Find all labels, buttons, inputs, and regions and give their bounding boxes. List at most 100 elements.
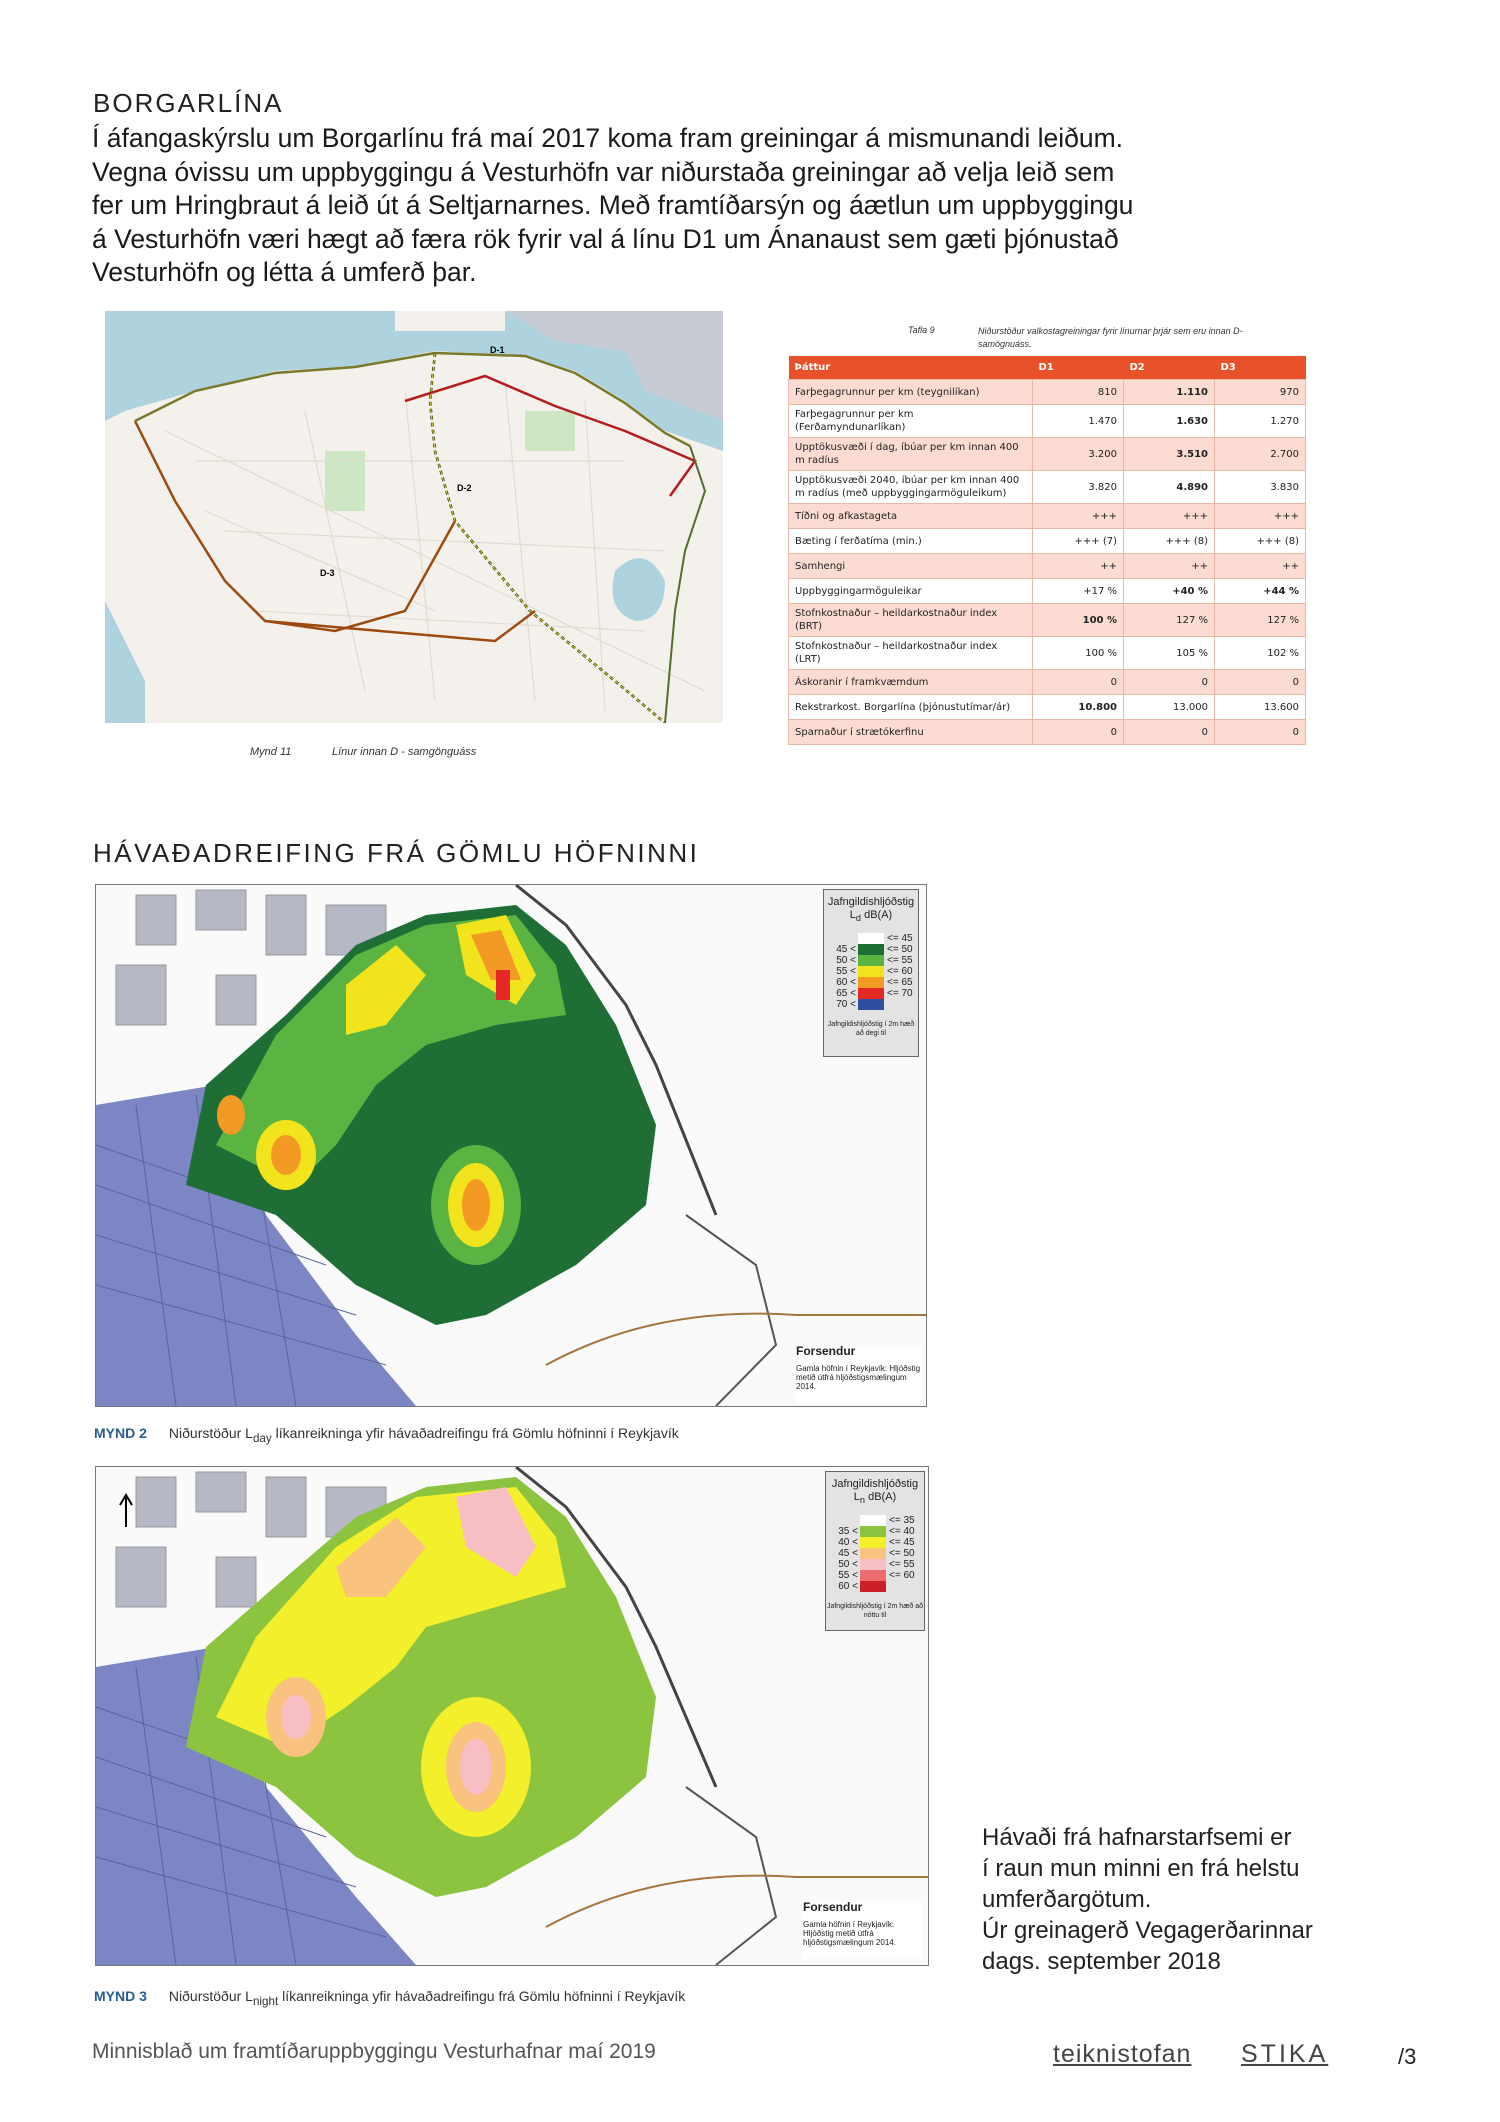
side-note-line: í raun mun minni en frá helstu	[982, 1855, 1300, 1882]
legend-upper: <= 55	[889, 1559, 915, 1571]
legend-swatch	[858, 966, 884, 978]
cell-d1: 810	[1032, 379, 1124, 405]
legend-swatch	[860, 1515, 886, 1527]
legend-rows: <= 35 35 < <= 40 40 < <= 45 45 < <= 50 50 < <= 5…	[826, 1515, 924, 1593]
cell-d1: ++	[1032, 553, 1124, 579]
legend-swatch	[858, 988, 884, 1000]
legend-swatch	[858, 933, 884, 945]
cell-d3: 970	[1214, 379, 1306, 405]
section-heading-borgarlina: BORGARLÍNA	[93, 88, 284, 118]
page-number: /3	[1398, 2044, 1417, 2069]
paragraph-line: á Vesturhöfn væri hægt að færa rök fyrir…	[92, 223, 1119, 254]
cell-d1: +17 %	[1032, 578, 1124, 604]
row-label: Samhengi	[788, 553, 1033, 579]
cell-d2: 127 %	[1123, 603, 1215, 637]
side-note-line: Hávaði frá hafnarstarfsemi er	[982, 1824, 1292, 1851]
legend-upper: <= 40	[889, 1526, 915, 1538]
legend-row: 40 < <= 45	[826, 1537, 924, 1549]
paragraph-line: fer um Hringbraut á leið út á Seltjarnar…	[92, 190, 1134, 220]
col-header-d3: D3	[1214, 356, 1306, 380]
map-caption-number: Mynd 11	[250, 746, 292, 758]
table-row: Samhengi ++ ++ ++	[788, 553, 1306, 579]
legend-swatch	[858, 977, 884, 989]
cell-d2: 105 %	[1123, 636, 1215, 670]
table-row: Farþegagrunnur per km (Ferðamyndunarlíka…	[788, 404, 1306, 438]
legend-lower: 60 <	[836, 977, 856, 989]
legend-swatch	[860, 1526, 886, 1538]
cell-d2: 13.000	[1123, 694, 1215, 720]
legend-upper: <= 65	[887, 977, 913, 989]
legend-lower: 35 <	[838, 1526, 858, 1538]
legend-lower: 60 <	[838, 1581, 858, 1593]
row-label: Tíðni og afkastageta	[788, 503, 1033, 529]
legend-unit: Ln dB(A)	[826, 1491, 924, 1507]
col-header-d1: D1	[1032, 356, 1124, 380]
evaluation-table: Þáttur D1 D2 D3 Farþegagrunnur per km (t…	[788, 356, 1306, 745]
caption-text: Niðurstöður L	[168, 1988, 253, 2004]
cell-d3: +++ (8)	[1214, 528, 1306, 554]
caption-sub: night	[252, 1994, 279, 2008]
cell-d3: 2.700	[1214, 437, 1306, 471]
table-row: Upptökusvæði í dag, íbúar per km innan 4…	[788, 437, 1306, 471]
table-header-row: Þáttur D1 D2 D3	[788, 356, 1306, 380]
side-note-line: Úr greinagerð Vegagerðarinnar	[982, 1917, 1313, 1944]
row-label: Stofnkostnaður – heildarkostnaður index …	[788, 603, 1033, 637]
legend-row: 70 <	[824, 999, 918, 1011]
caption-text: Niðurstöður L	[168, 1425, 253, 1441]
legend-swatch	[860, 1537, 886, 1549]
legend-upper: <= 35	[889, 1515, 915, 1527]
legend-row: 35 < <= 40	[826, 1526, 924, 1538]
cell-d1: 100 %	[1032, 603, 1124, 637]
cell-d2: ++	[1123, 553, 1215, 579]
cell-d2: +++ (8)	[1123, 528, 1215, 554]
mynd2-caption: MYND 2 Niðurstöður Lday líkanreikninga yf…	[94, 1425, 679, 1445]
cell-d3: 1.270	[1214, 404, 1306, 438]
row-label: Farþegagrunnur per km (Ferðamyndunarlíka…	[788, 404, 1033, 438]
cell-d3: 13.600	[1214, 694, 1306, 720]
legend-row: 45 < <= 50	[824, 944, 918, 956]
legend-upper: <= 45	[889, 1537, 915, 1549]
legend-row: 50 < <= 55	[824, 955, 918, 967]
table-row: Stofnkostnaður – heildarkostnaður index …	[788, 636, 1306, 670]
row-label: Upptökusvæði 2040, íbúar per km innan 40…	[788, 470, 1033, 504]
legend-lower: 65 <	[836, 988, 856, 1000]
paragraph-line: Vesturhöfn og létta á umferð þar.	[92, 257, 477, 287]
legend-upper: <= 50	[887, 944, 913, 956]
legend-row: 55 < <= 60	[826, 1570, 924, 1582]
cell-d1: +++ (7)	[1032, 528, 1124, 554]
legend-title: Jafngildishljóðstig	[831, 1478, 919, 1490]
legend-row: <= 45	[824, 933, 918, 945]
row-label: Áskoranir í framkvæmdum	[788, 669, 1033, 695]
legend-lower: 55 <	[838, 1570, 858, 1582]
line-label-d1: D-1	[490, 345, 505, 355]
table-row: Uppbyggingarmöguleikar +17 % +40 % +44 %	[788, 578, 1306, 604]
legend-upper: <= 50	[889, 1548, 915, 1560]
legend-lower: 40 <	[838, 1537, 858, 1549]
table-caption-number: Tafla 9	[908, 325, 935, 335]
map-caption-text: Línur innan D - samgönguáss	[332, 746, 477, 758]
borgarlina-route-map: D-1 D-2 D-3	[105, 311, 723, 724]
forsendur-box-night: Forsendur Gamla höfnin í Reykjavík: Hljó…	[803, 1901, 923, 1959]
cell-d3: 102 %	[1214, 636, 1306, 670]
legend-upper: <= 70	[887, 988, 913, 1000]
cell-d2: 3.510	[1123, 437, 1215, 471]
legend-upper: <= 60	[889, 1570, 915, 1582]
legend-row: 50 < <= 55	[826, 1559, 924, 1571]
legend-swatch	[860, 1548, 886, 1560]
legend-unit-prefix: L	[853, 1491, 860, 1503]
cell-d1: 0	[1032, 669, 1124, 695]
legend-lower: 50 <	[836, 955, 856, 967]
cell-d1: 0	[1032, 719, 1124, 745]
cell-d3: +++	[1214, 503, 1306, 529]
table-row: Bæting í ferðatíma (min.) +++ (7) +++ (8) +…	[788, 528, 1306, 554]
table-row: Stofnkostnaður – heildarkostnaður index …	[788, 603, 1306, 637]
legend-swatch	[858, 944, 884, 956]
col-header-d2: D2	[1123, 356, 1215, 380]
legend-upper: <= 55	[887, 955, 913, 967]
caption-number: MYND 2	[94, 1425, 147, 1441]
cell-d1: 100 %	[1032, 636, 1124, 670]
table-row: Sparnaður í strætókerfinu 0 0 0	[788, 719, 1306, 745]
legend-lower: 70 <	[836, 999, 856, 1011]
cell-d1: 3.820	[1032, 470, 1124, 504]
legend-swatch	[858, 955, 884, 967]
